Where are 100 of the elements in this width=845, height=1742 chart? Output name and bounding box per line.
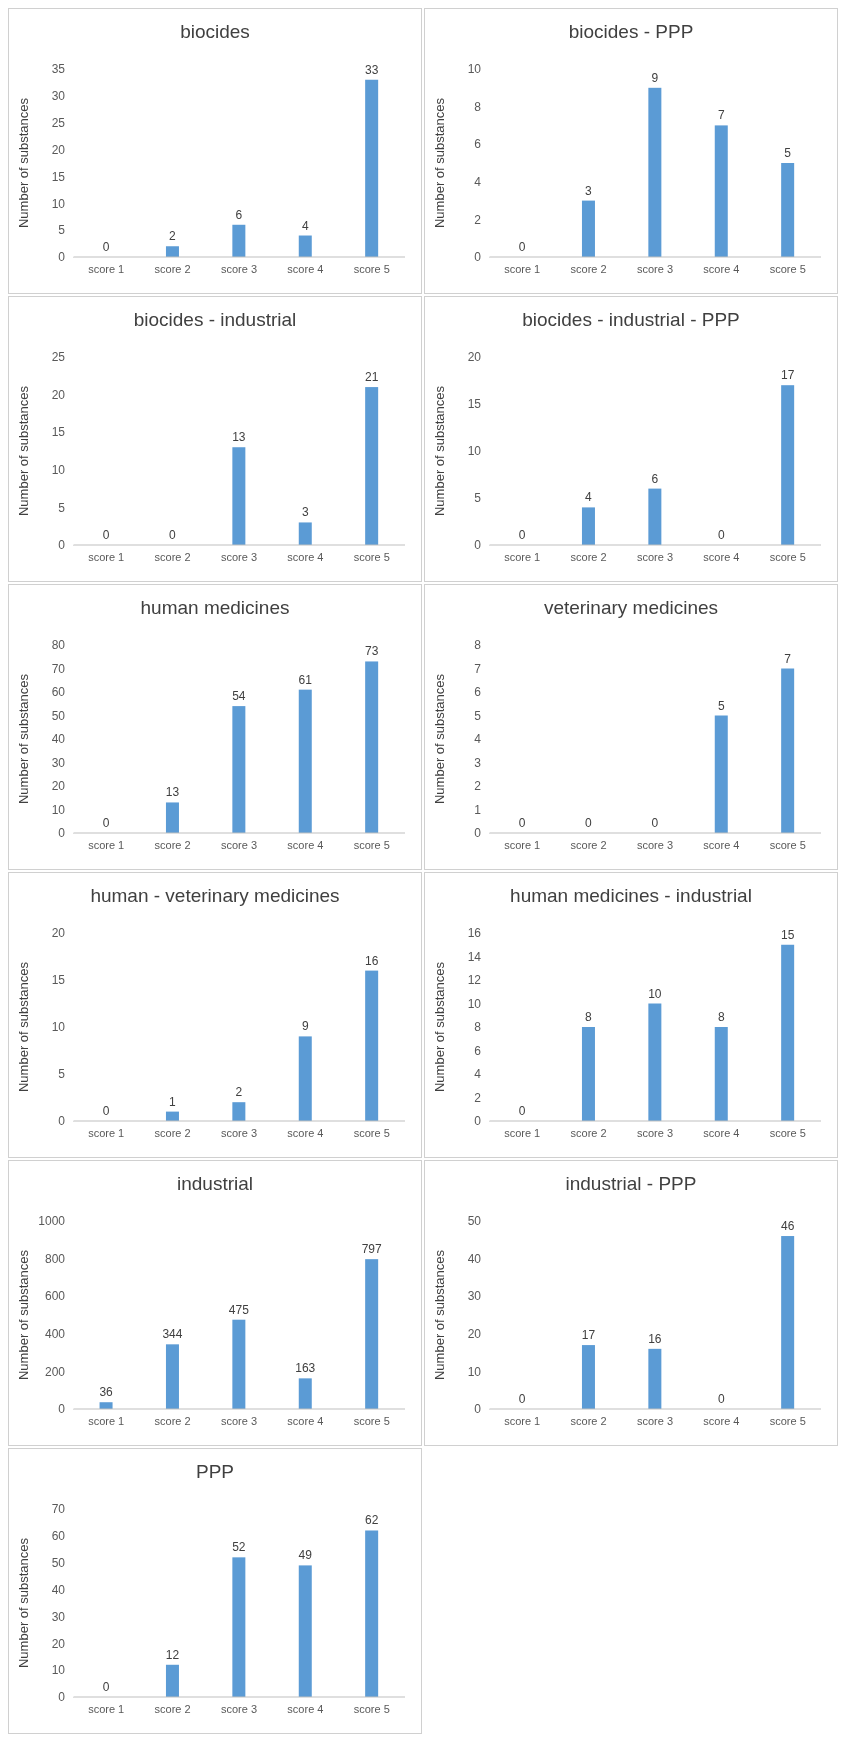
y-axis-title: Number of substances xyxy=(15,961,31,1093)
y-tick-label: 7 xyxy=(474,661,482,676)
x-tick-label: score 3 xyxy=(220,1702,258,1715)
x-tick-label: score 3 xyxy=(636,262,674,275)
bar xyxy=(781,385,795,545)
y-tick-label: 1 xyxy=(474,802,482,817)
data-label: 0 xyxy=(651,816,659,830)
y-tick-label: 25 xyxy=(51,350,66,365)
y-axis-title: Number of substances xyxy=(431,97,447,229)
bar xyxy=(232,224,246,257)
y-tick-label: 8 xyxy=(474,99,482,114)
bar xyxy=(298,1378,312,1409)
y-tick-label: 12 xyxy=(467,973,482,988)
data-label: 21 xyxy=(364,370,379,385)
bar xyxy=(581,1027,595,1121)
data-label: 17 xyxy=(780,368,795,383)
x-tick-label: score 3 xyxy=(636,550,674,563)
y-tick-label: 0 xyxy=(58,1690,66,1705)
y-tick-label: 10 xyxy=(51,196,66,211)
bar xyxy=(781,944,795,1121)
x-tick-label: score 5 xyxy=(769,550,806,563)
x-tick-label: score 1 xyxy=(504,550,541,563)
y-tick-label: 15 xyxy=(51,973,66,988)
data-label: 344 xyxy=(162,1327,183,1342)
y-tick-label: 0 xyxy=(58,1402,66,1417)
x-tick-label: score 2 xyxy=(154,1414,191,1427)
x-tick-label: score 4 xyxy=(287,1414,324,1427)
y-tick-label: 16 xyxy=(467,926,482,941)
y-tick-label: 10 xyxy=(51,1020,66,1035)
x-tick-label: score 4 xyxy=(703,262,740,275)
data-label: 0 xyxy=(518,240,526,254)
bar xyxy=(714,125,728,257)
y-tick-label: 20 xyxy=(51,387,66,402)
x-tick-label: score 1 xyxy=(88,1414,125,1427)
data-label: 797 xyxy=(361,1242,382,1257)
y-tick-label: 2 xyxy=(474,1090,482,1105)
x-tick-label: score 2 xyxy=(570,262,607,275)
y-axis-title: Number of substances xyxy=(15,1249,31,1381)
bar xyxy=(714,1027,728,1121)
y-tick-label: 60 xyxy=(51,685,66,700)
data-label: 36 xyxy=(99,1385,114,1400)
data-label: 5 xyxy=(717,698,725,713)
x-tick-label: score 5 xyxy=(353,1414,390,1427)
x-tick-label: score 3 xyxy=(636,838,674,851)
chart-title: biocides xyxy=(179,20,251,44)
chart-title: biocides - PPP xyxy=(567,20,695,44)
y-axis-title: Number of substances xyxy=(15,1537,31,1669)
data-label: 0 xyxy=(102,1104,110,1118)
bar xyxy=(232,1557,246,1697)
y-tick-label: 2 xyxy=(474,779,482,794)
x-tick-label: score 1 xyxy=(88,262,125,275)
y-tick-label: 30 xyxy=(51,755,66,770)
data-label: 61 xyxy=(298,672,313,687)
y-tick-label: 5 xyxy=(474,708,482,723)
x-tick-label: score 1 xyxy=(504,1414,541,1427)
y-axis-title: Number of substances xyxy=(431,1249,447,1381)
data-label: 46 xyxy=(780,1219,795,1234)
bar xyxy=(781,163,795,257)
x-tick-label: score 2 xyxy=(154,550,191,563)
data-label: 52 xyxy=(232,1540,246,1555)
bar xyxy=(298,1036,312,1121)
y-tick-label: 6 xyxy=(474,685,482,700)
y-tick-label: 800 xyxy=(44,1251,66,1266)
y-tick-label: 0 xyxy=(474,1402,482,1417)
bar xyxy=(648,1003,662,1121)
bar xyxy=(232,706,246,833)
y-axis-title: Number of substances xyxy=(431,385,447,517)
y-tick-label: 4 xyxy=(474,732,482,747)
data-label: 2 xyxy=(235,1085,243,1100)
y-tick-label: 5 xyxy=(474,491,482,506)
y-tick-label: 14 xyxy=(467,949,482,964)
data-label: 9 xyxy=(301,1019,309,1034)
y-tick-label: 25 xyxy=(51,115,66,130)
data-label: 0 xyxy=(518,816,526,830)
data-label: 8 xyxy=(585,1010,593,1024)
x-tick-label: score 2 xyxy=(154,1702,191,1715)
y-tick-label: 8 xyxy=(474,638,482,653)
y-tick-label: 0 xyxy=(474,250,482,265)
data-label: 4 xyxy=(301,218,309,233)
x-tick-label: score 5 xyxy=(769,838,806,851)
bar xyxy=(365,79,379,257)
y-tick-label: 10 xyxy=(51,463,66,478)
data-label: 0 xyxy=(518,1104,526,1118)
y-tick-label: 10 xyxy=(467,62,482,77)
x-tick-label: score 4 xyxy=(287,262,324,275)
bar xyxy=(165,1344,179,1409)
data-label: 8 xyxy=(717,1010,725,1024)
bar xyxy=(648,1348,662,1409)
chart-title: veterinary medicines xyxy=(542,596,720,620)
y-tick-label: 10 xyxy=(467,444,482,459)
y-tick-label: 0 xyxy=(474,538,482,553)
chart-title: PPP xyxy=(195,1460,235,1484)
x-tick-label: score 4 xyxy=(703,550,740,563)
data-label: 2 xyxy=(169,229,177,244)
data-label: 6 xyxy=(235,207,243,222)
y-tick-label: 5 xyxy=(58,500,66,515)
x-tick-label: score 5 xyxy=(353,1126,390,1139)
data-label: 7 xyxy=(717,108,725,123)
bar xyxy=(581,1345,595,1409)
x-tick-label: score 4 xyxy=(287,838,324,851)
